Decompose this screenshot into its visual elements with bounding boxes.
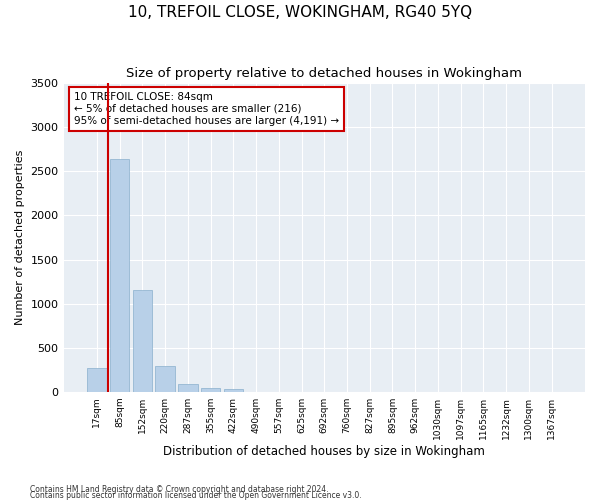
Title: Size of property relative to detached houses in Wokingham: Size of property relative to detached ho… <box>126 68 522 80</box>
Bar <box>87 368 107 392</box>
Bar <box>155 366 175 392</box>
Bar <box>178 384 197 392</box>
Text: Contains HM Land Registry data © Crown copyright and database right 2024.: Contains HM Land Registry data © Crown c… <box>30 485 329 494</box>
Text: 10 TREFOIL CLOSE: 84sqm
← 5% of detached houses are smaller (216)
95% of semi-de: 10 TREFOIL CLOSE: 84sqm ← 5% of detached… <box>74 92 339 126</box>
Text: Contains public sector information licensed under the Open Government Licence v3: Contains public sector information licen… <box>30 490 362 500</box>
Bar <box>224 389 243 392</box>
Bar <box>133 290 152 392</box>
X-axis label: Distribution of detached houses by size in Wokingham: Distribution of detached houses by size … <box>163 444 485 458</box>
Bar <box>110 159 130 392</box>
Text: 10, TREFOIL CLOSE, WOKINGHAM, RG40 5YQ: 10, TREFOIL CLOSE, WOKINGHAM, RG40 5YQ <box>128 5 472 20</box>
Bar <box>201 388 220 392</box>
Y-axis label: Number of detached properties: Number of detached properties <box>15 150 25 325</box>
